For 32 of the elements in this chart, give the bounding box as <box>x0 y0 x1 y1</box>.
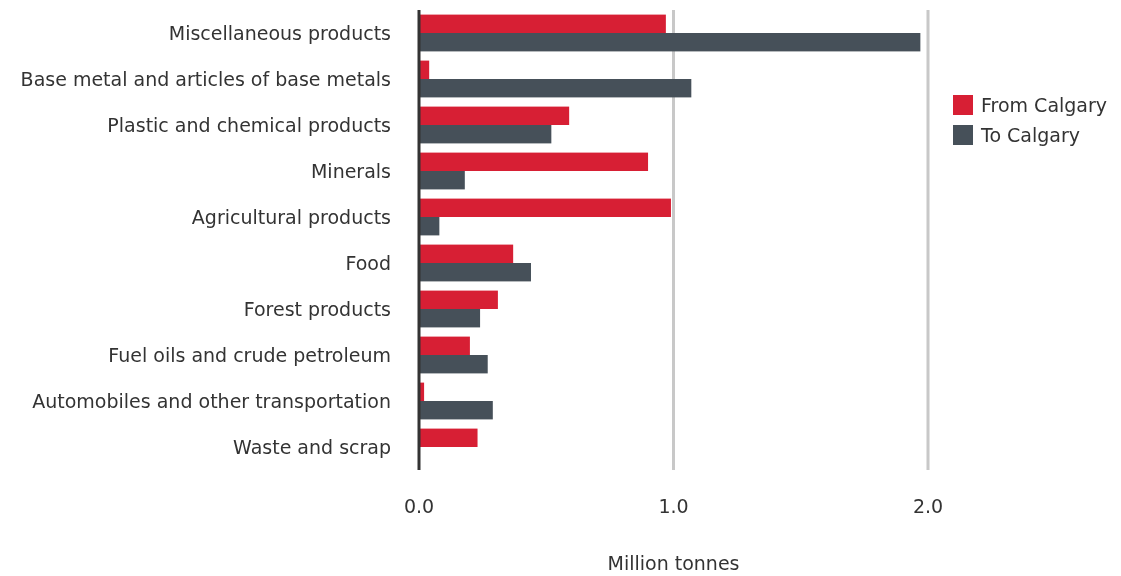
y-tick-label: Plastic and chemical products <box>107 113 391 136</box>
bar <box>419 125 552 144</box>
y-tick-label: Agricultural products <box>191 205 391 228</box>
bar <box>419 290 498 309</box>
bar <box>419 309 481 328</box>
y-tick-label: Miscellaneous products <box>168 21 391 44</box>
x-tick-label: 0.0 <box>403 495 435 517</box>
bar <box>419 355 488 374</box>
bar <box>419 79 692 98</box>
bar <box>419 401 493 420</box>
y-tick-label: Base metal and articles of base metals <box>20 67 391 90</box>
bar <box>419 198 671 217</box>
bar <box>419 33 921 52</box>
bar <box>419 14 666 33</box>
bar <box>419 263 531 282</box>
y-tick-label: Forest products <box>243 297 391 320</box>
bar <box>419 106 570 125</box>
x-tick-label: 1.0 <box>658 495 689 517</box>
y-tick-label: Minerals <box>310 159 391 182</box>
y-tick-label: Waste and scrap <box>233 435 391 458</box>
legend-label: To Calgary <box>980 123 1080 146</box>
x-tick-label: 2.0 <box>912 495 944 517</box>
bar <box>419 171 465 190</box>
bar <box>419 428 478 447</box>
y-tick-label: Automobiles and other transportation <box>32 389 391 412</box>
bar <box>419 244 514 263</box>
y-tick-label: Food <box>345 251 391 274</box>
legend-label: From Calgary <box>981 93 1108 116</box>
bar <box>419 336 470 355</box>
y-tick-label: Fuel oils and crude petroleum <box>108 343 391 366</box>
x-axis-title: Million tonnes <box>607 552 740 574</box>
bar <box>419 152 649 171</box>
